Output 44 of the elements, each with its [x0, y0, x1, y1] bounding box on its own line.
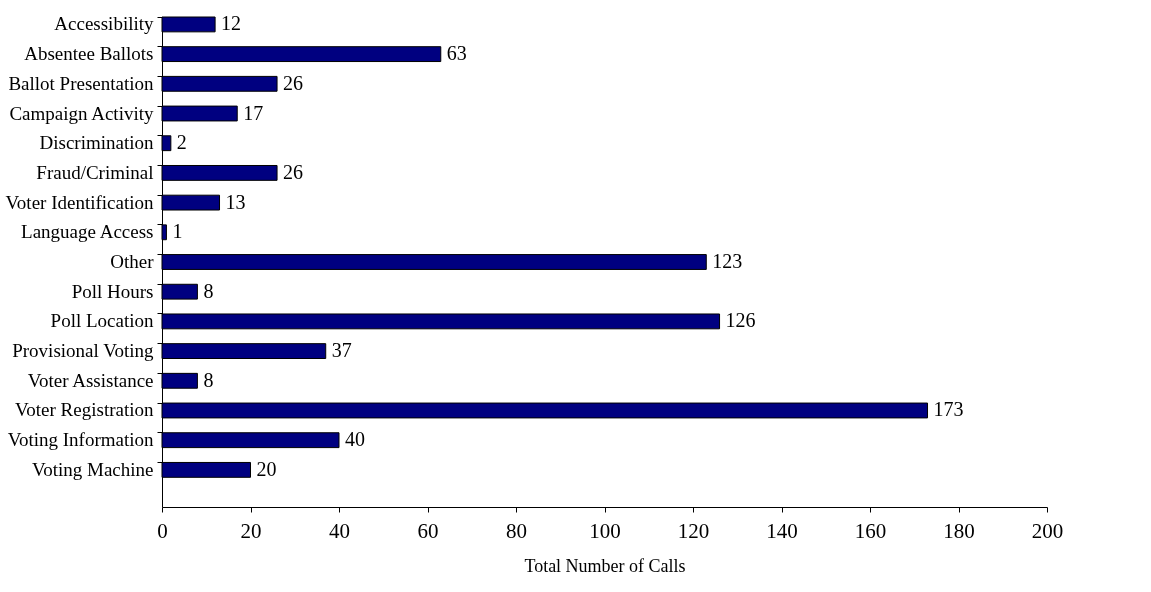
y-tick-label: Language Access: [21, 221, 154, 243]
x-tick-label: 140: [766, 518, 798, 543]
y-tick-label: Fraud/Criminal: [36, 161, 154, 183]
data-label: 26: [283, 160, 304, 183]
data-label: 173: [933, 398, 964, 421]
data-label: 13: [225, 190, 246, 213]
y-tick-label: Poll Hours: [71, 280, 154, 302]
x-tick-label: 80: [506, 518, 527, 543]
data-label: 40: [345, 428, 365, 451]
x-tick-label: 180: [943, 518, 975, 543]
y-tick-label: Ballot Presentation: [8, 72, 154, 94]
data-label: 1: [172, 220, 183, 243]
data-label: 126: [725, 309, 756, 332]
x-tick-label: 40: [329, 518, 350, 543]
y-tick-label: Voter Assistance: [27, 369, 154, 391]
data-label: 123: [712, 250, 743, 272]
data-label: 20: [256, 457, 277, 480]
y-tick-label: Discrimination: [39, 132, 154, 154]
x-tick-label: 0: [157, 518, 168, 543]
data-label: 63: [446, 42, 467, 65]
data-label: 2: [176, 131, 187, 154]
y-tick-label: Voting Information: [7, 429, 154, 451]
x-tick-label: 160: [854, 518, 887, 543]
data-label: 37: [331, 339, 352, 362]
y-tick-label: Campaign Activity: [9, 102, 154, 124]
y-tick-label: Accessibility: [54, 13, 154, 35]
data-label: 8: [203, 279, 214, 302]
y-tick-label: Voting Machine: [31, 458, 154, 480]
x-tick-label: 20: [240, 518, 262, 543]
x-tick-label: 60: [417, 518, 439, 543]
y-tick-label: Voter Identification: [5, 191, 154, 213]
data-label: 17: [243, 101, 264, 124]
data-label: 8: [203, 368, 214, 391]
y-tick-label: Voter Registration: [15, 399, 154, 421]
x-tick-label: 100: [589, 518, 621, 543]
y-tick-label: Absentee Ballots: [24, 43, 154, 65]
data-label: 26: [283, 71, 304, 94]
data-label: 12: [221, 12, 242, 35]
x-axis-title: Total Number of Calls: [524, 555, 686, 576]
y-tick-label: Other: [110, 251, 155, 272]
x-tick-label: 200: [1031, 518, 1064, 543]
y-tick-label: Provisional Voting: [12, 340, 154, 362]
x-tick-label: 120: [677, 518, 710, 543]
y-tick-label: Poll Location: [50, 310, 154, 332]
